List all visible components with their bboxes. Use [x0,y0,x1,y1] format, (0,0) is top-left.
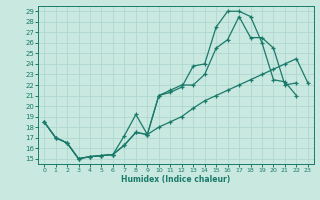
X-axis label: Humidex (Indice chaleur): Humidex (Indice chaleur) [121,175,231,184]
